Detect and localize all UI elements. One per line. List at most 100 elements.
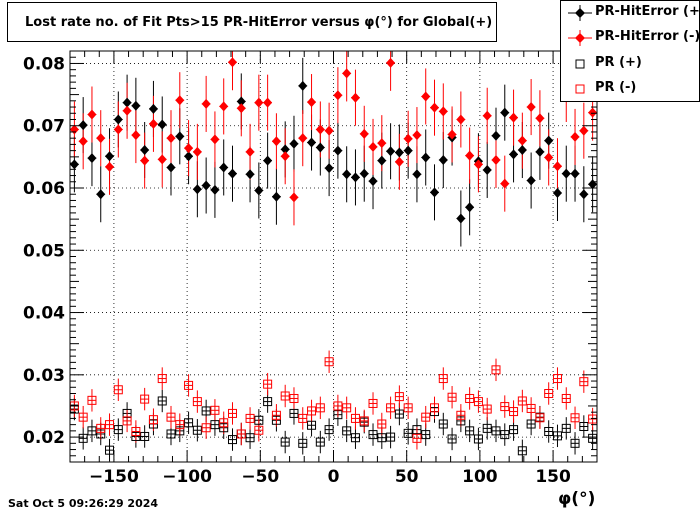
data-point-diamond	[175, 95, 185, 106]
data-point-square	[482, 423, 492, 433]
data-point-square	[526, 403, 536, 413]
data-point-diamond	[465, 202, 475, 213]
data-point-diamond	[544, 135, 554, 146]
data-point-square	[491, 426, 501, 436]
data-point-square	[263, 397, 273, 407]
data-point-square	[456, 416, 466, 426]
data-point-diamond	[465, 150, 475, 161]
data-point-diamond	[333, 145, 343, 156]
data-point-square	[157, 396, 167, 406]
data-point-diamond	[403, 133, 413, 144]
data-point-square	[140, 431, 150, 441]
data-point-diamond	[227, 57, 237, 68]
data-point-diamond	[456, 213, 466, 224]
data-point-square	[96, 423, 106, 433]
data-point-square	[271, 415, 281, 425]
data-point-square	[526, 419, 536, 429]
data-point-square	[552, 374, 562, 384]
data-point-square	[298, 438, 308, 448]
data-point-square	[421, 430, 431, 440]
data-point-diamond	[412, 169, 422, 180]
data-point-diamond	[78, 136, 88, 147]
data-point-square	[245, 433, 255, 443]
data-point-diamond	[447, 129, 457, 140]
legend-label: PR-HitError (-)	[595, 29, 700, 44]
data-point-square	[517, 446, 527, 456]
data-point-diamond	[227, 168, 237, 179]
data-point-square	[315, 403, 325, 413]
data-point-diamond	[263, 97, 273, 108]
data-point-diamond	[438, 154, 448, 165]
data-point-square	[386, 403, 396, 413]
y-tick-label: 0.08	[23, 54, 65, 74]
data-point-square	[438, 374, 448, 384]
data-point-diamond	[131, 100, 141, 111]
data-point-diamond	[315, 142, 325, 153]
y-tick-label: 0.05	[23, 241, 65, 261]
data-point-diamond	[280, 151, 290, 162]
x-tick-label: −50	[241, 467, 279, 487]
data-point-diamond	[438, 106, 448, 117]
data-point-diamond	[96, 133, 106, 144]
data-point-diamond	[175, 131, 185, 142]
data-point-diamond	[359, 168, 369, 179]
data-point-square	[544, 426, 554, 436]
data-point-square	[368, 430, 378, 440]
filled-diamond-marker-icon	[568, 5, 592, 21]
data-point-diamond	[166, 133, 176, 144]
chart-title: Lost rate no. of Fit Pts>15 PR-HitError …	[7, 2, 497, 42]
data-point-diamond	[113, 124, 123, 135]
data-point-square	[236, 429, 246, 439]
data-point-square	[280, 437, 290, 447]
data-point-square	[412, 425, 422, 435]
data-point-diamond	[254, 97, 264, 108]
data-point-square	[140, 394, 150, 404]
data-point-diamond	[342, 68, 352, 79]
data-point-diamond	[430, 102, 440, 113]
data-point-square	[298, 413, 308, 423]
data-point-diamond	[333, 90, 343, 101]
data-point-square	[157, 374, 167, 384]
data-point-diamond	[570, 131, 580, 142]
data-point-square	[87, 426, 97, 436]
y-tick-label: 0.04	[23, 304, 65, 324]
data-point-diamond	[131, 130, 141, 141]
x-axis-title: φ(°)	[558, 489, 596, 509]
data-point-square	[280, 391, 290, 401]
data-point-diamond	[509, 149, 519, 160]
data-point-square	[465, 426, 475, 436]
data-point-diamond	[148, 118, 158, 129]
data-point-square	[377, 433, 387, 443]
data-point-diamond	[324, 125, 334, 136]
data-point-square	[96, 429, 106, 439]
data-point-square	[456, 410, 466, 420]
data-point-square	[394, 409, 404, 419]
data-point-square	[307, 420, 317, 430]
x-tick-label: −150	[89, 467, 139, 487]
data-point-square	[131, 426, 141, 436]
data-point-square	[509, 407, 519, 417]
data-point-diamond	[526, 102, 536, 113]
data-point-square	[552, 431, 562, 441]
data-point-diamond	[236, 103, 246, 114]
legend-label: PR (+)	[595, 55, 642, 70]
open-square-marker-icon	[575, 59, 585, 69]
data-point-diamond	[289, 138, 299, 149]
y-tick-label: 0.06	[23, 179, 65, 199]
data-point-square	[412, 433, 422, 443]
data-point-diamond	[122, 97, 132, 108]
data-point-diamond	[394, 147, 404, 158]
data-point-square	[421, 412, 431, 422]
data-point-diamond	[526, 175, 536, 186]
data-point-diamond	[368, 141, 378, 152]
legend-label: PR (-)	[595, 80, 637, 95]
data-point-square	[113, 385, 123, 395]
data-point-square	[166, 429, 176, 439]
data-point-diamond	[87, 153, 97, 164]
data-point-diamond	[96, 189, 106, 200]
data-point-diamond	[219, 162, 229, 173]
data-point-square	[210, 405, 220, 415]
filled-diamond-marker-icon	[568, 30, 592, 46]
data-point-square	[350, 433, 360, 443]
data-point-diamond	[412, 130, 422, 141]
